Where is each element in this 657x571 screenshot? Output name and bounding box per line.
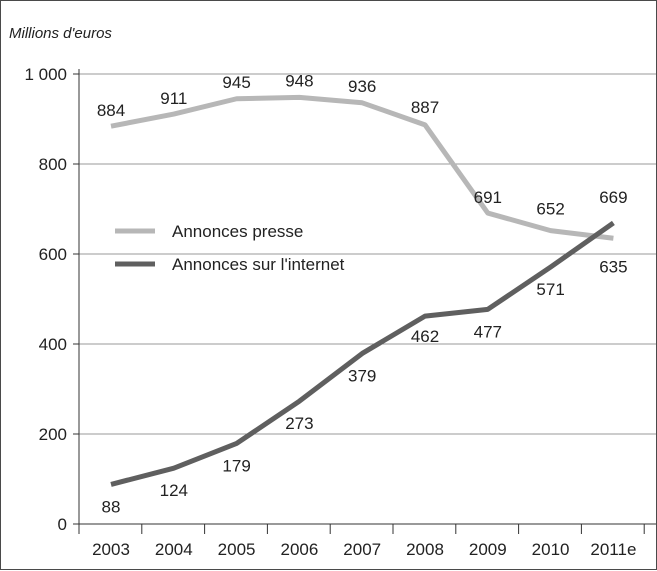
y-tick-label: 200 [39,425,67,444]
x-tick-label: 2011e [590,540,636,559]
x-axis: 2003 2004 2005 2006 2007 2008 2009 2010 2011e [79,524,656,559]
data-label: 379 [348,366,376,385]
data-label: 945 [222,73,250,92]
x-tick-label: 2005 [218,540,256,559]
data-label: 477 [474,322,502,341]
x-tick-label: 2009 [469,540,507,559]
data-label: 669 [599,188,627,207]
data-label: 571 [536,280,564,299]
x-tick-label: 2004 [155,540,193,559]
data-label: 124 [160,481,188,500]
data-label: 911 [160,89,187,108]
legend: Annonces presse Annonces sur l'internet [115,222,345,274]
y-tick-label: 1 000 [24,65,67,84]
legend-label: Annonces presse [172,222,303,241]
data-label: 88 [102,497,121,516]
x-tick-label: 2010 [532,540,570,559]
data-label: 179 [222,456,250,475]
data-label: 273 [285,414,313,433]
x-tick-label: 2003 [92,540,130,559]
data-label: 652 [536,200,564,219]
y-tick-label: 400 [39,335,67,354]
y-tick-label: 800 [39,155,67,174]
data-label: 884 [97,101,125,120]
data-label: 887 [411,98,439,117]
data-label: 462 [411,327,439,346]
data-label: 635 [599,257,627,276]
x-tick-label: 2006 [280,540,318,559]
unit-label: Millions d'euros [9,25,112,42]
data-label: 948 [285,71,313,90]
y-tick-label: 0 [58,515,67,534]
data-label: 936 [348,77,376,96]
y-tick-label: 600 [39,245,67,264]
y-axis-ticks: 0 200 400 600 800 1 000 [24,65,79,534]
legend-label: Annonces sur l'internet [172,255,345,274]
data-label: 691 [474,188,502,207]
data-labels: 884 911 945 948 936 887 691 652 635 88 124 179 273 37… [97,71,628,516]
x-tick-label: 2007 [343,540,381,559]
x-tick-label: 2008 [406,540,444,559]
